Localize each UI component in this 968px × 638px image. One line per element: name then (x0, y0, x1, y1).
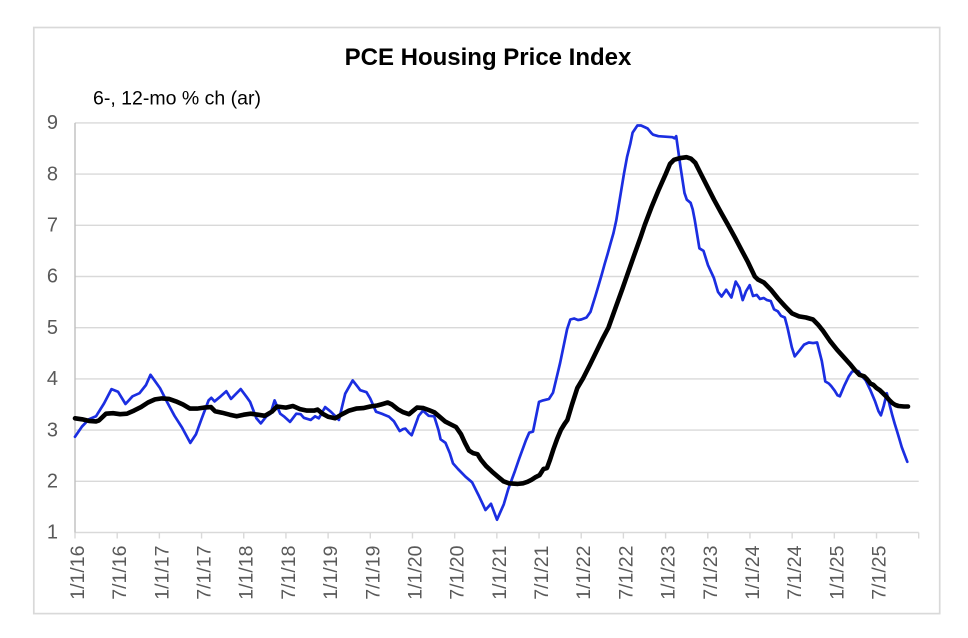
svg-text:6-, 12-mo % ch (ar): 6-, 12-mo % ch (ar) (93, 87, 261, 109)
svg-text:7/1/23: 7/1/23 (700, 546, 722, 600)
svg-text:4: 4 (47, 368, 58, 390)
svg-text:7/1/25: 7/1/25 (869, 545, 891, 599)
svg-text:1/1/17: 1/1/17 (151, 546, 173, 600)
svg-text:7: 7 (47, 215, 58, 237)
svg-text:7/1/20: 7/1/20 (447, 545, 469, 599)
svg-text:7/1/24: 7/1/24 (784, 545, 806, 599)
svg-text:3: 3 (47, 419, 58, 441)
svg-text:7/1/22: 7/1/22 (615, 546, 637, 600)
svg-text:1/1/21: 1/1/21 (489, 546, 511, 600)
svg-text:7/1/19: 7/1/19 (362, 546, 384, 600)
svg-text:1/1/19: 1/1/19 (320, 546, 342, 600)
svg-text:1/1/16: 1/1/16 (67, 546, 89, 600)
svg-text:5: 5 (47, 317, 58, 339)
svg-text:1/1/25: 1/1/25 (826, 545, 848, 599)
svg-text:1: 1 (47, 522, 58, 544)
svg-text:2: 2 (47, 471, 58, 493)
svg-text:6: 6 (47, 266, 58, 288)
svg-text:9: 9 (47, 112, 58, 134)
svg-text:PCE Housing Price Index: PCE Housing Price Index (345, 44, 632, 71)
svg-text:1/1/20: 1/1/20 (404, 545, 426, 599)
svg-text:1/1/22: 1/1/22 (573, 546, 595, 600)
svg-text:7/1/17: 7/1/17 (194, 546, 216, 600)
svg-text:7/1/16: 7/1/16 (109, 546, 131, 600)
svg-text:8: 8 (47, 163, 58, 185)
svg-text:1/1/24: 1/1/24 (742, 545, 764, 599)
svg-text:1/1/18: 1/1/18 (236, 546, 258, 600)
svg-text:7/1/21: 7/1/21 (531, 546, 553, 600)
svg-text:7/1/18: 7/1/18 (278, 546, 300, 600)
svg-text:1/1/23: 1/1/23 (658, 546, 680, 600)
